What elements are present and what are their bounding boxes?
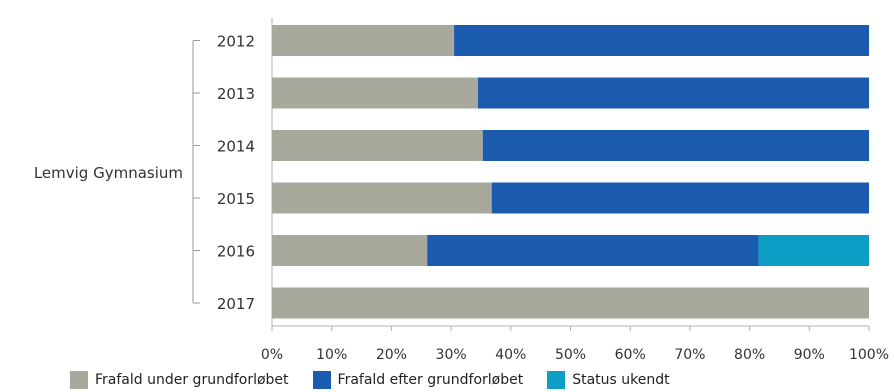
x-tick-label: 100%: [849, 347, 889, 363]
category-label: 2012: [217, 33, 255, 51]
legend-label-efter: Frafald efter grundforløbet: [337, 372, 524, 388]
x-tick-label: 70%: [674, 347, 705, 363]
axes: [192, 18, 870, 331]
bar-2016-series-2: [758, 235, 869, 266]
bar-2014-series-1: [482, 130, 869, 161]
x-tick-label: 90%: [794, 347, 825, 363]
x-tick-label: 40%: [495, 347, 526, 363]
bar-2017-series-0: [272, 287, 869, 319]
x-tick-label: 10%: [316, 347, 347, 363]
legend: Frafald under grundforløbet Frafald efte…: [70, 370, 694, 390]
legend-item-efter: Frafald efter grundforløbet: [312, 371, 524, 389]
labels: 0% 10% 20% 30% 40% 50% 60% 70% 80% 90% 100% 2012 201…: [34, 33, 889, 364]
legend-label-under: Frafald under grundforløbet: [95, 372, 289, 388]
category-label: 2015: [217, 190, 255, 208]
bar-2013-series-0: [272, 77, 478, 109]
x-tick-label: 30%: [436, 347, 467, 363]
legend-swatch-efter: [312, 371, 331, 389]
x-tick-label: 60%: [615, 347, 646, 363]
bar-2016-series-1: [427, 235, 759, 266]
category-label: 2014: [217, 138, 255, 156]
legend-swatch-ukendt: [547, 371, 566, 389]
x-tick-label: 80%: [734, 347, 765, 363]
x-tick-label: 50%: [555, 347, 586, 363]
category-label: 2016: [217, 243, 255, 261]
bar-2015-series-0: [272, 182, 492, 214]
category-label: 2017: [217, 295, 255, 313]
bar-2013-series-1: [477, 77, 869, 109]
category-label: 2013: [217, 85, 255, 103]
group-label: Lemvig Gymnasium: [34, 164, 183, 182]
x-tick-label: 20%: [376, 347, 407, 363]
legend-swatch-under: [70, 371, 88, 389]
x-tick-label: 0%: [261, 347, 283, 363]
bar-2014-series-0: [272, 130, 483, 161]
bar-2012-series-0: [272, 25, 455, 56]
legend-label-ukendt: Status ukendt: [572, 372, 670, 388]
legend-item-ukendt: Status ukendt: [547, 371, 670, 389]
legend-item-under: Frafald under grundforløbet: [70, 371, 289, 389]
bar-2015-series-1: [491, 182, 869, 214]
bars: [272, 25, 869, 319]
bar-2012-series-1: [454, 25, 869, 56]
bar-2016-series-0: [272, 235, 428, 266]
